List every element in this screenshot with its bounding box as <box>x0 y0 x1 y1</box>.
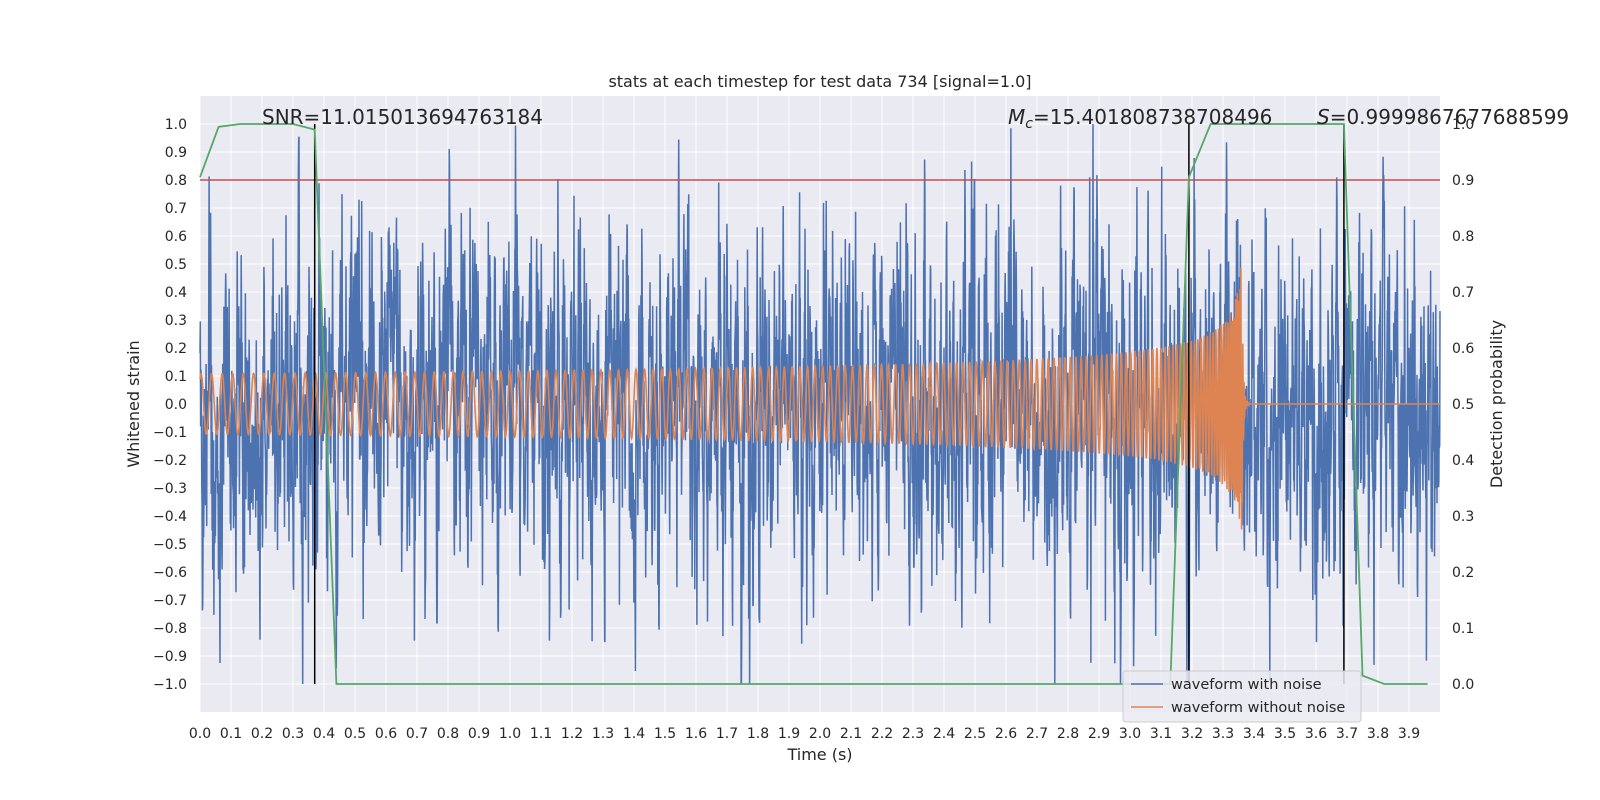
y-right-tick-label: 0.1 <box>1452 621 1474 637</box>
x-tick-label: 3.2 <box>1181 726 1203 742</box>
y-tick-label: −0.3 <box>153 481 187 497</box>
y-tick-label: 0.1 <box>165 369 187 385</box>
x-tick-label: 1.1 <box>530 726 552 742</box>
x-tick-label: 0.3 <box>282 726 304 742</box>
y-right-tick-label: 1.0 <box>1452 117 1474 133</box>
x-tick-label: 1.5 <box>654 726 676 742</box>
x-tick-label: 2.6 <box>995 726 1017 742</box>
x-tick-label: 3.0 <box>1119 726 1141 742</box>
x-tick-label: 0.4 <box>313 726 335 742</box>
x-tick-label: 3.5 <box>1274 726 1296 742</box>
legend-label-noise: waveform with noise <box>1171 677 1322 693</box>
x-tick-label: 1.2 <box>561 726 583 742</box>
x-tick-label: 1.7 <box>716 726 738 742</box>
x-tick-label: 0.6 <box>375 726 397 742</box>
y-tick-label: 0.0 <box>165 397 187 413</box>
legend-label-clean: waveform without noise <box>1171 700 1345 716</box>
y-tick-label: −0.1 <box>153 425 187 441</box>
y-right-tick-label: 0.2 <box>1452 565 1474 581</box>
x-tick-label: 0.1 <box>220 726 242 742</box>
x-tick-label: 0.5 <box>344 726 366 742</box>
y-right-tick-label: 0.6 <box>1452 341 1474 357</box>
chirp-mass-value: =15.401808738708496 <box>1033 105 1272 129</box>
x-axis-title: Time (s) <box>786 745 852 764</box>
y-tick-label: 1.0 <box>165 117 187 133</box>
y-tick-label: −0.5 <box>153 537 187 553</box>
x-tick-label: 0.2 <box>251 726 273 742</box>
y-tick-label: 0.4 <box>165 285 187 301</box>
y-right-tick-label: 0.7 <box>1452 285 1474 301</box>
y-right-tick-label: 0.3 <box>1452 509 1474 525</box>
y-tick-label: −0.9 <box>153 649 187 665</box>
x-tick-label: 1.9 <box>778 726 800 742</box>
x-tick-label: 2.5 <box>964 726 986 742</box>
x-tick-label: 3.4 <box>1243 726 1265 742</box>
significance-value: =0.9999867677688599 <box>1330 105 1569 129</box>
x-tick-label: 3.1 <box>1150 726 1172 742</box>
y-right-tick-label: 0.8 <box>1452 229 1474 245</box>
x-tick-label: 2.0 <box>809 726 831 742</box>
x-tick-label: 2.3 <box>902 726 924 742</box>
y-tick-label: 0.9 <box>165 145 187 161</box>
significance-annotation: S=0.9999867677688599 <box>1317 105 1569 129</box>
x-tick-label: 2.1 <box>840 726 862 742</box>
x-tick-label: 1.4 <box>623 726 645 742</box>
chart-title: stats at each timestep for test data 734… <box>608 72 1031 91</box>
y-axis-right-ticks: 1.0 0.9 0.8 0.7 0.6 0.5 0.4 0.3 0.2 0.1 0.0 <box>1452 117 1474 693</box>
y-right-tick-label: 0.5 <box>1452 397 1474 413</box>
y-tick-label: 0.5 <box>165 257 187 273</box>
significance-symbol: S <box>1317 105 1330 129</box>
y-tick-label: 0.8 <box>165 173 187 189</box>
y-tick-label: −0.8 <box>153 621 187 637</box>
x-axis-ticks: 0.0 0.1 0.2 0.3 0.4 0.5 0.6 0.7 0.8 0.9 1.0 1.1 1.2 1… <box>189 726 1420 742</box>
series-clean-line <box>199 267 1440 530</box>
x-tick-label: 1.6 <box>685 726 707 742</box>
y-axis-right-title: Detection probability <box>1487 320 1506 488</box>
y-right-tick-label: 0.0 <box>1452 677 1474 693</box>
snr-annotation: SNR=11.015013694763184 <box>262 105 543 129</box>
x-tick-label: 2.4 <box>933 726 955 742</box>
x-tick-label: 3.6 <box>1305 726 1327 742</box>
y-tick-label: −0.4 <box>153 509 187 525</box>
y-axis-left-ticks: 1.0 0.9 0.8 0.7 0.6 0.5 0.4 0.3 0.2 0.1 0.0 −0.1 −0.… <box>153 117 187 693</box>
y-right-tick-label: 0.9 <box>1452 173 1474 189</box>
legend: waveform with noise waveform without noi… <box>1122 670 1362 723</box>
x-tick-label: 2.9 <box>1088 726 1110 742</box>
y-tick-label: 0.7 <box>165 201 187 217</box>
y-tick-label: −0.2 <box>153 453 187 469</box>
y-tick-label: 0.3 <box>165 313 187 329</box>
y-tick-label: −0.6 <box>153 565 187 581</box>
chirp-mass-annotation: Mc=15.401808738708496 <box>1008 105 1272 132</box>
x-tick-label: 0.8 <box>437 726 459 742</box>
y-axis-left-title: Whitened strain <box>124 340 143 467</box>
x-tick-label: 3.7 <box>1336 726 1358 742</box>
x-tick-label: 1.0 <box>499 726 521 742</box>
y-tick-label: −1.0 <box>153 677 187 693</box>
x-tick-label: 2.7 <box>1026 726 1048 742</box>
y-tick-label: −0.7 <box>153 593 187 609</box>
x-tick-label: 0.7 <box>406 726 428 742</box>
y-tick-label: 0.2 <box>165 341 187 357</box>
x-tick-label: 1.3 <box>592 726 614 742</box>
x-tick-label: 0.0 <box>189 726 211 742</box>
x-tick-label: 3.9 <box>1398 726 1420 742</box>
chirp-mass-symbol: M <box>1008 105 1025 129</box>
x-tick-label: 3.8 <box>1367 726 1389 742</box>
legend-box <box>1122 670 1362 723</box>
x-tick-label: 2.8 <box>1057 726 1079 742</box>
x-tick-label: 0.9 <box>468 726 490 742</box>
x-tick-label: 2.2 <box>871 726 893 742</box>
chirp-mass-subscript: c <box>1025 116 1033 132</box>
x-tick-label: 3.3 <box>1212 726 1234 742</box>
x-tick-label: 1.8 <box>747 726 769 742</box>
y-tick-label: 0.6 <box>165 229 187 245</box>
y-right-tick-label: 0.4 <box>1452 453 1474 469</box>
